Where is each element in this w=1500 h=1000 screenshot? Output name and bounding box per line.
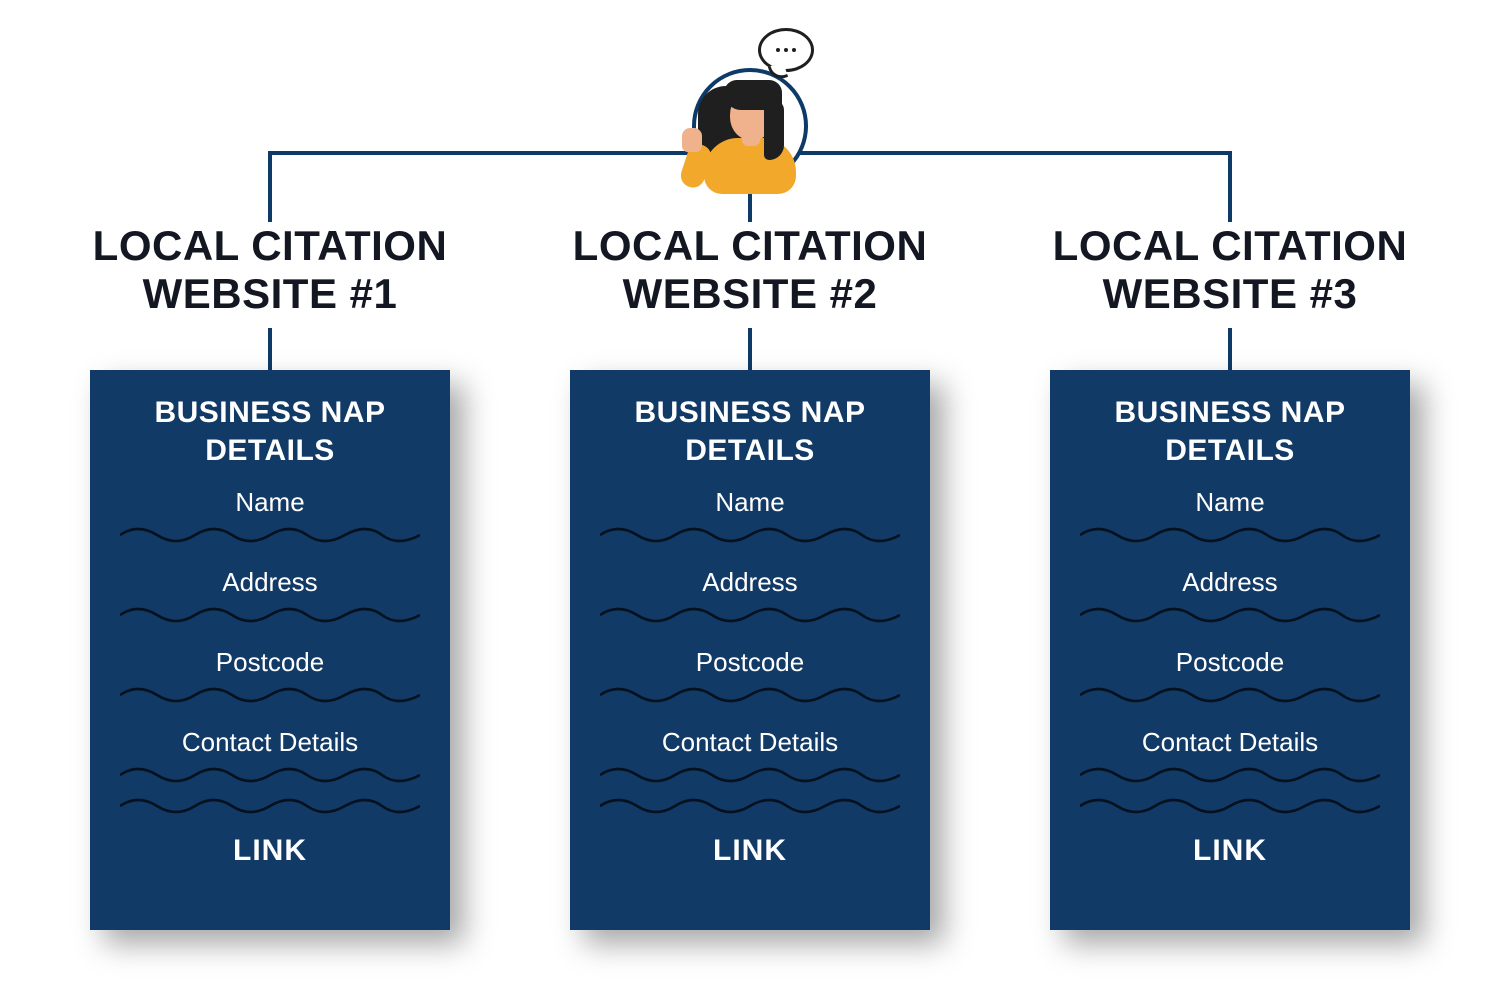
card-1-field-name: Name xyxy=(108,487,432,518)
card-3-field-contact: Contact Details xyxy=(1068,727,1392,758)
card-1-title-line1: BUSINESS NAP xyxy=(154,396,385,429)
wave-divider-icon xyxy=(120,686,420,704)
wave-divider-icon xyxy=(120,526,420,544)
column-title-2: LOCAL CITATION WEBSITE #2 xyxy=(540,222,960,319)
card-1-field-address: Address xyxy=(108,567,432,598)
column-title-3-line2: WEBSITE #3 xyxy=(1103,270,1358,317)
wave-divider-icon xyxy=(1080,606,1380,624)
wave-divider-icon xyxy=(120,766,420,784)
card-1-link-label: LINK xyxy=(108,834,432,868)
avatar-hand xyxy=(682,128,702,152)
wave-divider-icon xyxy=(1080,686,1380,704)
card-3-field-address: Address xyxy=(1068,567,1392,598)
column-title-3-line1: LOCAL CITATION xyxy=(1053,222,1408,269)
wave-divider-icon xyxy=(1080,526,1380,544)
column-title-3: LOCAL CITATION WEBSITE #3 xyxy=(1020,222,1440,319)
avatar-hair-side xyxy=(764,100,784,160)
card-2-field-contact: Contact Details xyxy=(588,727,912,758)
card-2-field-postcode: Postcode xyxy=(588,647,912,678)
card-3-title-line1: BUSINESS NAP xyxy=(1114,396,1345,429)
card-2-title: BUSINESS NAP DETAILS xyxy=(588,394,912,469)
column-title-1-line2: WEBSITE #1 xyxy=(143,270,398,317)
column-title-2-line1: LOCAL CITATION xyxy=(573,222,928,269)
card-1-title: BUSINESS NAP DETAILS xyxy=(108,394,432,469)
speech-bubble-icon xyxy=(758,28,822,82)
card-3: BUSINESS NAP DETAILS Name Address Postco… xyxy=(1050,370,1410,930)
wave-divider-icon xyxy=(600,686,900,704)
card-3-title: BUSINESS NAP DETAILS xyxy=(1068,394,1392,469)
card-1-title-line2: DETAILS xyxy=(205,434,335,467)
card-1: BUSINESS NAP DETAILS Name Address Postco… xyxy=(90,370,450,930)
wave-divider-icon xyxy=(120,797,420,815)
wave-divider-icon xyxy=(600,766,900,784)
card-3-link-label: LINK xyxy=(1068,834,1392,868)
wave-divider-icon xyxy=(600,526,900,544)
wave-divider-icon xyxy=(600,606,900,624)
card-3-field-postcode: Postcode xyxy=(1068,647,1392,678)
wave-divider-icon xyxy=(600,797,900,815)
card-2-title-line2: DETAILS xyxy=(685,434,815,467)
card-2-field-address: Address xyxy=(588,567,912,598)
column-title-1: LOCAL CITATION WEBSITE #1 xyxy=(60,222,480,319)
column-title-1-line1: LOCAL CITATION xyxy=(93,222,448,269)
card-3-title-line2: DETAILS xyxy=(1165,434,1295,467)
diagram-stage: LOCAL CITATION WEBSITE #1 BUSINESS NAP D… xyxy=(0,0,1500,1000)
card-3-field-name: Name xyxy=(1068,487,1392,518)
wave-divider-icon xyxy=(120,606,420,624)
wave-divider-icon xyxy=(1080,797,1380,815)
column-title-2-line2: WEBSITE #2 xyxy=(623,270,878,317)
avatar xyxy=(670,28,830,188)
wave-divider-icon xyxy=(1080,766,1380,784)
card-2-title-line1: BUSINESS NAP xyxy=(634,396,865,429)
card-2-link-label: LINK xyxy=(588,834,912,868)
card-2-field-name: Name xyxy=(588,487,912,518)
card-1-field-postcode: Postcode xyxy=(108,647,432,678)
card-1-field-contact: Contact Details xyxy=(108,727,432,758)
card-2: BUSINESS NAP DETAILS Name Address Postco… xyxy=(570,370,930,930)
